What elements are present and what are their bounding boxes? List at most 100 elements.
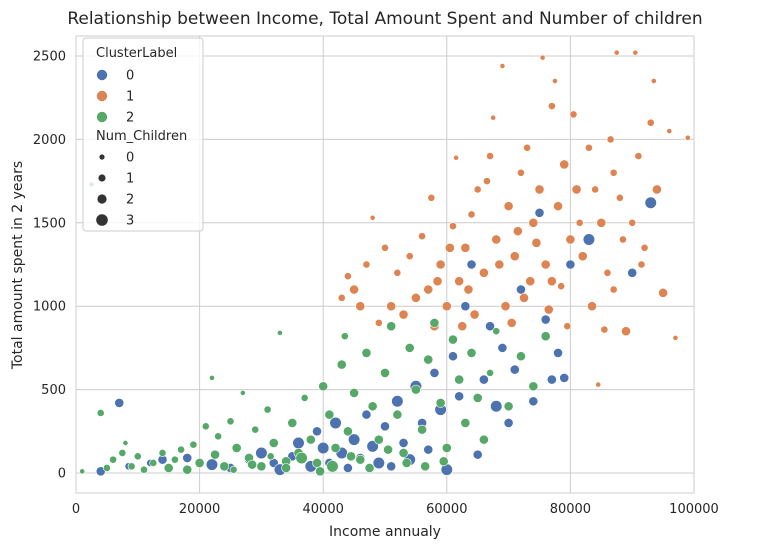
data-point-cluster-2 — [300, 394, 309, 402]
data-point-cluster-1 — [595, 381, 602, 388]
data-point-cluster-1 — [621, 326, 631, 337]
data-point-cluster-2 — [503, 401, 514, 412]
legend-size-marker — [96, 214, 108, 226]
data-point-cluster-2 — [420, 461, 431, 472]
data-point-cluster-1 — [349, 284, 359, 295]
data-point-cluster-2 — [392, 409, 403, 420]
data-point-cluster-0 — [472, 449, 483, 460]
data-point-cluster-0 — [380, 421, 390, 432]
data-point-cluster-1 — [427, 193, 436, 202]
legend-size-label: 2 — [126, 193, 134, 208]
data-point-cluster-2 — [492, 327, 501, 336]
data-point-cluster-1 — [557, 282, 566, 291]
data-point-cluster-1 — [552, 78, 558, 84]
data-point-cluster-1 — [591, 185, 600, 194]
data-point-cluster-1 — [418, 232, 426, 241]
x-tick-label: 100000 — [669, 502, 719, 517]
data-point-cluster-2 — [336, 359, 347, 370]
data-points — [79, 49, 691, 477]
data-point-cluster-2 — [373, 434, 384, 445]
data-point-cluster-2 — [346, 451, 356, 462]
data-point-cluster-0 — [361, 409, 372, 420]
data-point-cluster-2 — [398, 448, 409, 458]
data-point-cluster-1 — [423, 284, 434, 295]
y-tick-label: 1500 — [33, 216, 66, 231]
data-point-cluster-2 — [226, 417, 235, 426]
data-point-cluster-0 — [497, 342, 508, 353]
data-point-cluster-2 — [182, 464, 193, 475]
data-point-cluster-2 — [247, 459, 258, 470]
data-point-cluster-2 — [364, 463, 375, 473]
data-point-cluster-1 — [355, 301, 366, 312]
data-point-cluster-0 — [478, 374, 489, 385]
data-point-cluster-2 — [460, 418, 471, 428]
data-point-cluster-0 — [312, 426, 322, 437]
x-axis-label: Income annualy — [329, 524, 441, 540]
x-tick-label: 60000 — [426, 502, 467, 517]
data-point-cluster-2 — [417, 424, 427, 435]
data-point-cluster-2 — [355, 454, 366, 465]
data-point-cluster-2 — [239, 390, 246, 396]
data-point-cluster-2 — [170, 455, 179, 464]
data-point-cluster-1 — [523, 143, 532, 152]
data-point-cluster-0 — [565, 259, 576, 270]
data-point-cluster-0 — [114, 398, 125, 408]
data-point-cluster-1 — [405, 252, 414, 261]
data-point-cluster-0 — [329, 416, 342, 430]
data-point-cluster-0 — [582, 233, 596, 246]
data-point-cluster-2 — [318, 381, 329, 392]
legend-marker — [96, 90, 108, 102]
data-point-cluster-1 — [684, 134, 691, 141]
data-point-cluster-0 — [516, 284, 526, 295]
data-point-cluster-1 — [432, 276, 443, 287]
data-point-cluster-1 — [398, 309, 409, 320]
data-point-cluster-2 — [472, 393, 483, 403]
data-point-cluster-2 — [163, 463, 174, 473]
data-point-cluster-1 — [460, 242, 471, 253]
data-point-cluster-1 — [369, 214, 376, 221]
data-point-cluster-2 — [380, 368, 390, 378]
data-point-cluster-2 — [330, 443, 341, 453]
legend-size-label: 3 — [126, 214, 134, 229]
data-point-cluster-1 — [609, 285, 618, 294]
data-point-cluster-0 — [644, 196, 657, 209]
data-point-cluster-2 — [343, 426, 353, 437]
data-point-cluster-1 — [386, 301, 397, 312]
data-point-cluster-1 — [441, 301, 452, 312]
data-point-cluster-2 — [326, 460, 339, 473]
data-point-cluster-1 — [547, 102, 556, 110]
data-point-cluster-1 — [478, 267, 489, 278]
data-point-cluster-2 — [423, 354, 434, 365]
data-point-cluster-2 — [367, 401, 378, 412]
y-tick-label: 500 — [41, 383, 66, 398]
data-point-cluster-0 — [398, 438, 409, 448]
data-point-cluster-1 — [503, 201, 514, 212]
axis-ticks: 0 20000 40000 60000 80000 1000000500100015002… — [33, 50, 719, 517]
data-point-cluster-0 — [454, 391, 465, 402]
data-point-cluster-2 — [287, 418, 298, 428]
data-point-cluster-1 — [600, 325, 609, 334]
y-axis-label: Total amount spent in 2 years — [10, 161, 26, 370]
data-point-cluster-1 — [444, 242, 455, 253]
data-point-cluster-2 — [149, 459, 158, 467]
data-point-cluster-0 — [182, 453, 193, 463]
data-point-cluster-2 — [448, 334, 458, 345]
data-point-cluster-1 — [666, 128, 673, 134]
data-point-cluster-2 — [194, 458, 205, 468]
data-point-cluster-0 — [490, 400, 503, 413]
data-point-cluster-2 — [401, 458, 412, 468]
data-point-cluster-1 — [596, 217, 607, 228]
data-point-cluster-1 — [603, 268, 612, 277]
data-point-cluster-2 — [209, 375, 215, 381]
data-point-cluster-0 — [343, 463, 353, 473]
data-point-cluster-1 — [615, 193, 624, 202]
data-point-cluster-1 — [490, 114, 497, 121]
data-point-cluster-0 — [366, 440, 379, 453]
data-point-cluster-0 — [255, 446, 268, 460]
data-point-cluster-0 — [528, 396, 539, 407]
data-point-cluster-2 — [383, 444, 393, 455]
data-point-cluster-2 — [214, 432, 223, 441]
data-point-cluster-1 — [453, 154, 459, 161]
data-point-cluster-1 — [512, 226, 523, 237]
data-point-cluster-1 — [606, 135, 615, 144]
